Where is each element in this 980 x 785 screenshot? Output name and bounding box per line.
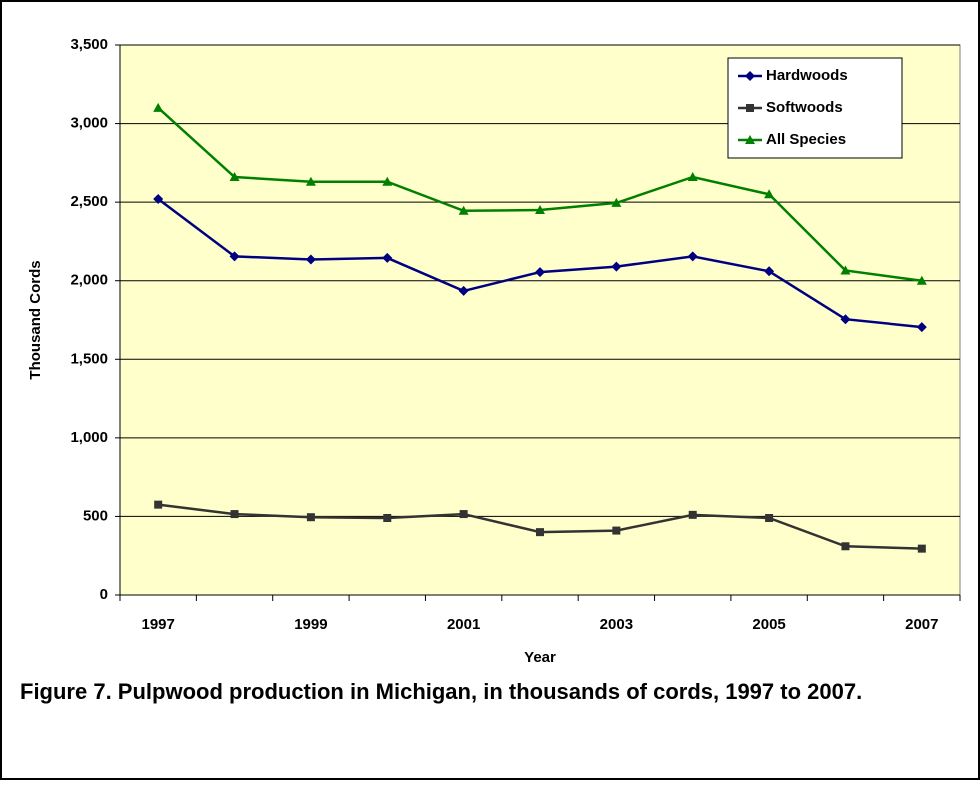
point <box>382 252 393 263</box>
point <box>229 251 240 262</box>
point <box>611 261 622 272</box>
point <box>229 172 240 181</box>
legend-label: Hardwoods <box>766 67 848 84</box>
point <box>536 528 544 537</box>
point <box>230 510 239 519</box>
y-tick-label: 2,500 <box>70 193 108 210</box>
point <box>687 172 698 181</box>
x-tick-label: 2001 <box>447 616 480 633</box>
point <box>305 254 316 265</box>
point <box>154 500 163 509</box>
point <box>764 266 775 277</box>
point <box>306 513 315 522</box>
y-tick-label: 1,500 <box>70 350 108 367</box>
x-tick-label: 2003 <box>600 616 633 633</box>
point <box>840 314 851 325</box>
point <box>840 265 851 275</box>
caption: Figure 7. Pulpwood production in Michiga… <box>20 679 863 704</box>
point <box>765 514 774 522</box>
y-tick-label: 0 <box>100 586 108 603</box>
point <box>916 275 927 285</box>
caption-box: Figure 7. Pulpwood production in Michiga… <box>20 679 863 704</box>
point <box>535 267 545 278</box>
point <box>459 510 468 519</box>
point <box>305 176 316 186</box>
y-axis-label: Thousand Cords <box>27 260 44 379</box>
x-axis-label: Year <box>524 649 556 666</box>
point <box>153 194 164 204</box>
point <box>841 542 850 551</box>
point <box>458 205 469 215</box>
point <box>688 510 697 519</box>
point <box>612 526 621 535</box>
y-tick-label: 3,000 <box>70 115 108 132</box>
legend-label: All Species <box>766 131 846 148</box>
point <box>687 251 698 262</box>
point <box>917 544 926 553</box>
point <box>764 189 775 199</box>
point <box>458 285 469 296</box>
point <box>535 205 545 214</box>
x-tick-label: 2007 <box>905 616 938 633</box>
x-tick-label: 2005 <box>752 616 785 633</box>
point <box>745 71 755 81</box>
x-tick-label: 1997 <box>141 616 174 633</box>
y-tick-label: 1,000 <box>70 429 108 446</box>
legend-label: Softwoods <box>766 99 843 116</box>
point <box>153 102 164 112</box>
y-tick-label: 3,500 <box>70 36 108 53</box>
point <box>746 104 754 112</box>
y-tick-label: 500 <box>83 507 108 524</box>
point <box>383 514 392 522</box>
point <box>382 176 393 186</box>
x-tick-label: 1999 <box>294 616 327 633</box>
point <box>745 135 755 144</box>
y-tick-label: 2,000 <box>70 272 108 289</box>
point <box>916 322 927 333</box>
point <box>611 197 622 207</box>
